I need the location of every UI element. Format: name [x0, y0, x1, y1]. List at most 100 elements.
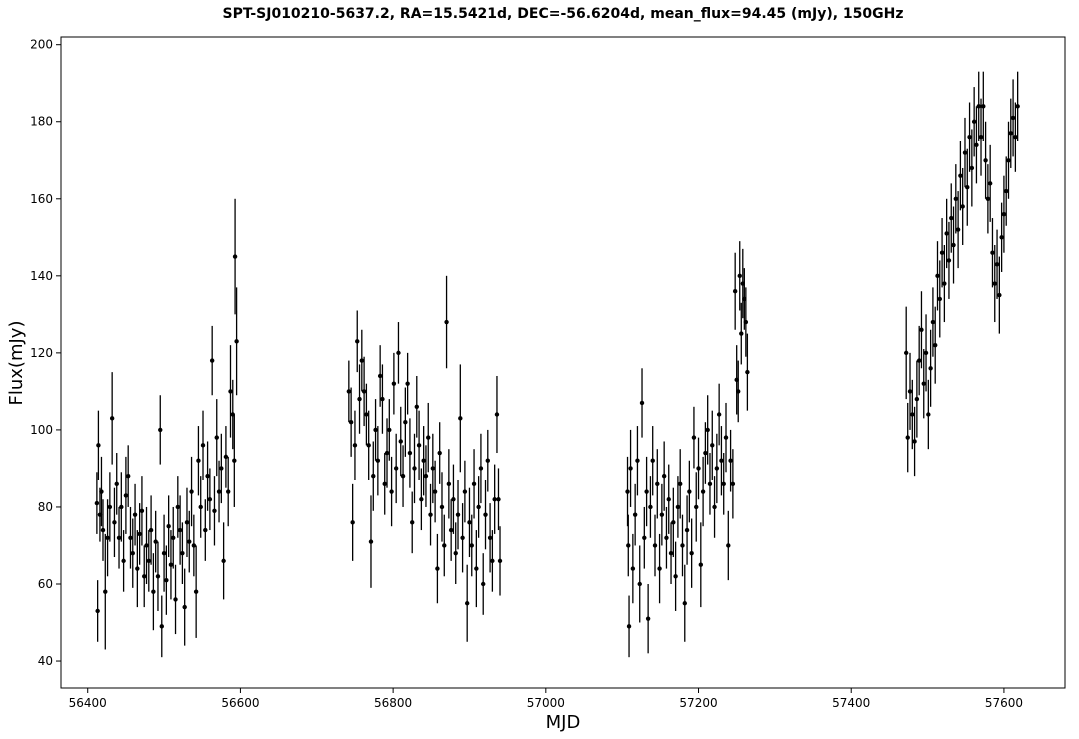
data-point	[430, 466, 436, 471]
data-point	[903, 350, 909, 356]
data-point	[930, 319, 936, 325]
data-point	[946, 258, 952, 263]
data-point	[348, 420, 354, 425]
data-point	[219, 466, 224, 471]
data-point	[745, 369, 750, 375]
data-point	[228, 389, 233, 394]
data-point	[664, 535, 669, 540]
data-point	[116, 535, 122, 540]
data-point	[626, 624, 632, 629]
data-point	[914, 396, 920, 402]
data-point	[1013, 134, 1018, 140]
data-point	[1001, 211, 1007, 217]
data-point	[221, 558, 226, 564]
data-point	[960, 204, 965, 209]
data-point	[460, 535, 465, 540]
data-point	[696, 466, 701, 471]
data-point	[743, 319, 749, 325]
data-point	[691, 435, 697, 440]
data-point	[661, 473, 667, 479]
data-point	[469, 543, 474, 548]
chart-title: SPT-SJ010210-5637.2, RA=15.5421d, DEC=-5…	[223, 6, 904, 22]
data-point	[967, 134, 972, 140]
x-tick-label: 57200	[679, 696, 717, 710]
data-point	[1008, 131, 1013, 136]
data-point	[398, 439, 403, 444]
data-point	[732, 289, 738, 294]
data-point	[698, 562, 704, 567]
data-point	[630, 566, 636, 571]
data-point	[723, 435, 729, 440]
y-axis-label: Flux(mJy)	[6, 321, 27, 406]
data-point	[223, 454, 229, 460]
data-point	[451, 497, 456, 502]
data-point	[694, 504, 699, 510]
data-point	[107, 504, 113, 510]
data-point	[414, 404, 419, 409]
data-point	[655, 481, 660, 487]
data-point	[148, 527, 154, 533]
data-point	[137, 531, 142, 537]
data-point	[350, 520, 355, 525]
data-point	[728, 458, 733, 463]
data-point	[923, 350, 929, 356]
data-point	[198, 504, 203, 510]
data-point	[114, 481, 119, 487]
data-point	[352, 443, 358, 448]
data-point	[384, 450, 390, 456]
data-point	[187, 539, 192, 544]
data-point	[426, 435, 431, 440]
data-point	[412, 466, 417, 471]
data-point	[739, 331, 744, 336]
data-point	[428, 512, 433, 517]
data-point	[937, 296, 942, 302]
data-point	[921, 381, 926, 386]
data-point	[421, 458, 426, 463]
y-tick-label: 160	[30, 192, 53, 206]
data-point	[710, 443, 715, 448]
data-point	[671, 520, 676, 525]
data-point	[650, 458, 655, 463]
data-point	[652, 543, 658, 548]
data-point	[389, 489, 394, 494]
data-point	[234, 339, 239, 344]
data-point	[1006, 158, 1011, 163]
data-point	[209, 358, 215, 363]
data-point	[435, 566, 440, 571]
data-point	[119, 504, 124, 510]
data-point	[626, 543, 631, 548]
data-point	[478, 466, 484, 471]
x-tick-label: 57000	[527, 696, 565, 710]
data-point	[432, 489, 438, 494]
data-point	[962, 150, 968, 155]
data-point	[355, 339, 360, 344]
data-point	[164, 577, 169, 583]
data-point	[132, 512, 138, 517]
data-point	[444, 319, 449, 325]
data-point	[153, 539, 158, 544]
data-point	[446, 481, 452, 487]
data-point	[976, 104, 981, 109]
data-point	[155, 574, 161, 579]
data-point	[965, 185, 970, 190]
data-point	[983, 158, 988, 163]
data-point	[182, 604, 187, 610]
data-point	[974, 142, 979, 148]
data-point	[375, 458, 381, 463]
data-point	[682, 601, 687, 606]
data-point	[953, 196, 959, 201]
data-point	[496, 497, 501, 502]
x-tick-label: 57400	[832, 696, 870, 710]
data-point	[716, 412, 722, 417]
data-point	[497, 558, 503, 564]
data-point	[985, 196, 991, 201]
data-point	[645, 616, 651, 621]
data-point	[123, 493, 129, 498]
data-point	[442, 543, 447, 548]
data-point	[677, 481, 683, 487]
data-point	[999, 235, 1004, 240]
data-point	[714, 466, 720, 471]
data-point	[364, 412, 369, 417]
data-point	[476, 504, 481, 510]
data-point	[712, 504, 717, 510]
